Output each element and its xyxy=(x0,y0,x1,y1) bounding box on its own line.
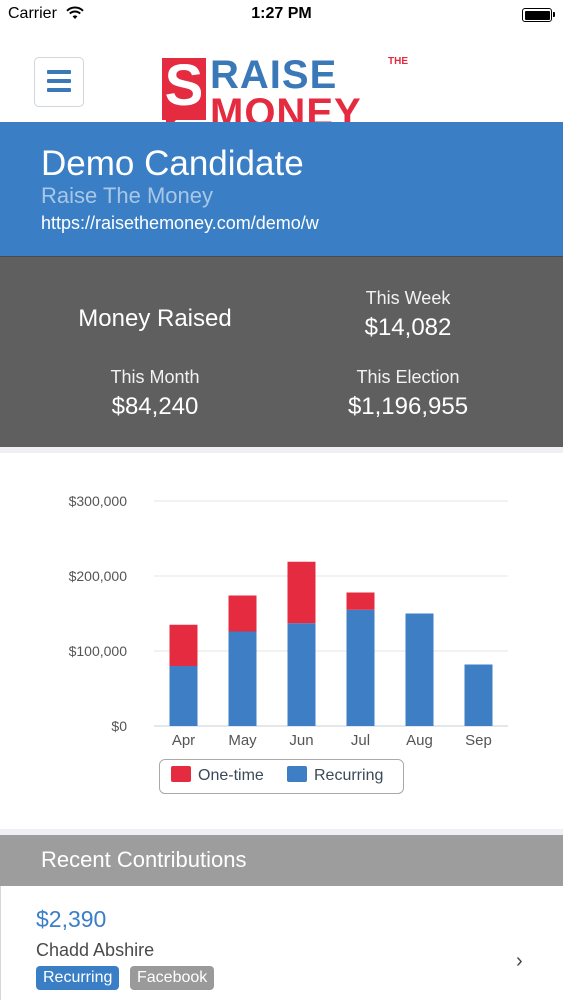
stat-value: $84,240 xyxy=(111,393,199,420)
chart-canvas: $0 $100,000 $200,000 $300,000 Apr May Jun Jul Au… xyxy=(69,493,508,749)
section-title: Recent Contributions xyxy=(41,847,247,872)
money-raised-heading: Money Raised xyxy=(78,305,232,332)
monthly-contributions-chart: $0 $100,000 $200,000 $300,000 Apr May Jun Jul Au… xyxy=(0,453,563,829)
recurring-badge: Recurring xyxy=(36,966,120,990)
bar-one-time-apr xyxy=(169,624,198,666)
stat-label: This Election xyxy=(356,367,460,387)
bar-one-time-jul xyxy=(346,592,375,610)
x-tick-label: May xyxy=(228,732,257,749)
x-tick-label: Aug xyxy=(406,732,433,749)
chevron-right-icon: › xyxy=(516,950,523,972)
app-header: S RAISE MONEY THE xyxy=(0,30,563,134)
bar-recurring-apr xyxy=(169,666,198,726)
bar-recurring-jun xyxy=(287,623,316,726)
stat-this-election: This Election $1,196,955 xyxy=(310,367,506,421)
recent-contributions-header: Recent Contributions xyxy=(0,835,563,886)
x-tick-label: Apr xyxy=(172,732,195,749)
bar-one-time-jun xyxy=(287,561,316,624)
bar-recurring-sep xyxy=(464,664,493,726)
menu-button[interactable] xyxy=(34,57,84,107)
contribution-list-item[interactable]: $2,390 Chadd Abshire Recurring Facebook … xyxy=(0,886,563,1000)
hamburger-icon-bar xyxy=(47,79,71,83)
stat-value: $14,082 xyxy=(364,314,452,341)
legend-swatch-one-time xyxy=(171,766,191,782)
contributor-name: Chadd Abshire xyxy=(36,940,155,960)
legend-swatch-recurring xyxy=(287,766,307,782)
wifi-icon xyxy=(66,6,84,19)
y-tick-label: $300,000 xyxy=(69,493,128,509)
logo-word-the: THE xyxy=(388,56,408,67)
hamburger-icon-bar xyxy=(47,88,71,92)
y-tick-label: $0 xyxy=(111,718,127,734)
carrier-label: Carrier xyxy=(8,5,57,22)
x-tick-label: Jun xyxy=(289,732,313,749)
bar-one-time-may xyxy=(228,595,257,632)
x-tick-label: Sep xyxy=(465,732,492,749)
status-bar: Carrier 1:27 PM xyxy=(0,0,563,30)
contribution-amount: $2,390 xyxy=(36,906,107,932)
logo-word-raise: RAISE xyxy=(210,53,338,97)
y-tick-label: $100,000 xyxy=(69,643,128,659)
logo-mark-letter: S xyxy=(164,53,204,118)
candidate-name: Demo Candidate xyxy=(41,144,304,183)
bar-recurring-aug xyxy=(405,613,434,726)
battery-icon xyxy=(522,8,555,22)
stat-this-month: This Month $84,240 xyxy=(0,367,310,421)
source-badge: Facebook xyxy=(130,966,215,990)
chart-legend: One-time Recurring xyxy=(159,759,404,794)
candidate-url-link[interactable]: https://raisethemoney.com/demo/w xyxy=(41,213,319,233)
logo-mark: S xyxy=(162,54,206,132)
stat-label: This Month xyxy=(110,367,200,387)
legend-label-recurring[interactable]: Recurring xyxy=(314,767,384,784)
y-tick-label: $200,000 xyxy=(69,568,128,584)
bar-recurring-jul xyxy=(346,609,375,726)
stat-label: This Week xyxy=(365,288,451,308)
candidate-organization: Raise The Money xyxy=(41,183,214,208)
raise-the-money-logo: S RAISE MONEY THE xyxy=(160,54,410,139)
x-tick-label: Jul xyxy=(351,732,370,749)
stat-value: $1,196,955 xyxy=(347,393,469,420)
candidate-banner: Demo Candidate Raise The Money https://r… xyxy=(0,122,563,256)
legend-label-one-time[interactable]: One-time xyxy=(198,767,264,784)
hamburger-icon xyxy=(47,70,71,74)
stat-this-week: This Week $14,082 xyxy=(310,288,506,342)
money-raised-panel: Money Raised This Week $14,082 This Mont… xyxy=(0,256,563,447)
bar-recurring-may xyxy=(228,631,257,726)
clock: 1:27 PM xyxy=(251,5,312,22)
